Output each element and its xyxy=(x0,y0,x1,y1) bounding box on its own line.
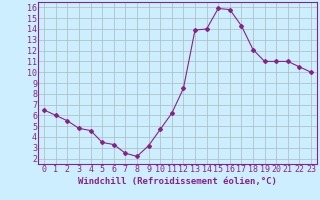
X-axis label: Windchill (Refroidissement éolien,°C): Windchill (Refroidissement éolien,°C) xyxy=(78,177,277,186)
